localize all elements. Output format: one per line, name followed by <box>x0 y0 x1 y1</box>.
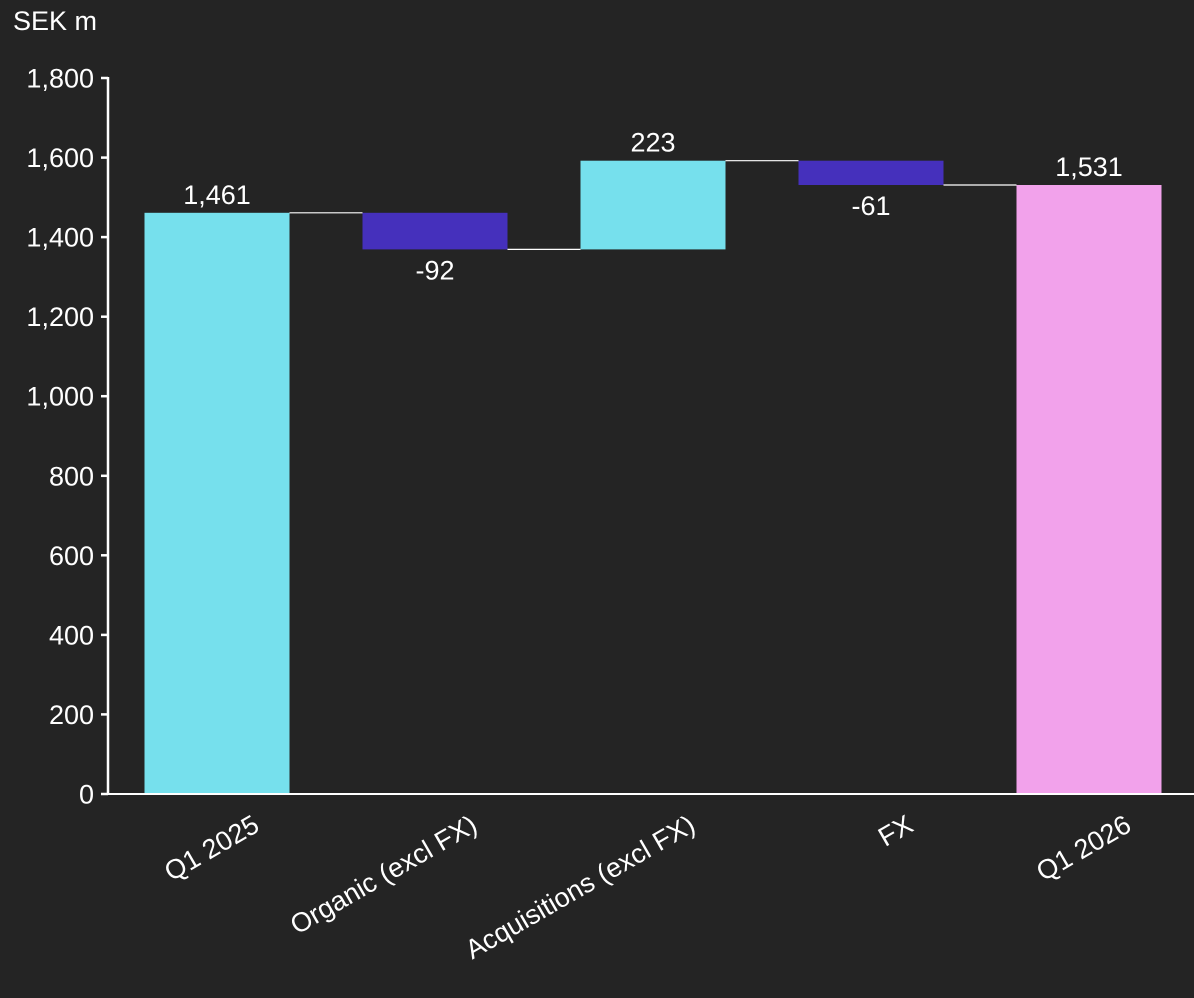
y-tick-label-9: 1,600 <box>26 143 94 173</box>
y-tick-label-8: 1,400 <box>26 223 94 253</box>
y-tick-label-6: 1,000 <box>26 382 94 412</box>
y-tick-label-4: 600 <box>49 541 94 571</box>
y-tick-label-2: 200 <box>49 700 94 730</box>
data-label-3: 223 <box>630 128 675 158</box>
data-label-4: -61 <box>851 191 890 221</box>
data-labels: 1,461 -92 223 -61 1,531 <box>183 128 1123 286</box>
bar-3 <box>580 160 726 250</box>
data-label-2: -92 <box>415 255 454 285</box>
y-tick-label-3: 400 <box>49 620 94 650</box>
bar-5 <box>1016 185 1162 794</box>
y-tick-label-5: 800 <box>49 461 94 491</box>
x-category-label-3: Acquisitions (excl FX) <box>460 809 700 965</box>
x-category-label-4: FX <box>873 809 918 852</box>
data-label-1: 1,461 <box>183 180 251 210</box>
x-category-label-2: Organic (excl FX) <box>285 809 482 940</box>
x-category-label-1: Q1 2025 <box>159 809 264 887</box>
bar-2 <box>362 212 508 250</box>
connector-lines <box>289 160 1017 250</box>
bar-1 <box>144 212 290 795</box>
bar-4 <box>798 160 944 185</box>
x-category-label-5: Q1 2026 <box>1031 809 1136 887</box>
data-label-5: 1,531 <box>1055 152 1123 182</box>
y-tick-label-7: 1,200 <box>26 302 94 332</box>
y-tick-label-1: 0 <box>79 780 94 810</box>
y-tick-label-10: 1,800 <box>26 64 94 94</box>
bars <box>144 160 1162 795</box>
unit-label: SEK m <box>13 6 97 36</box>
